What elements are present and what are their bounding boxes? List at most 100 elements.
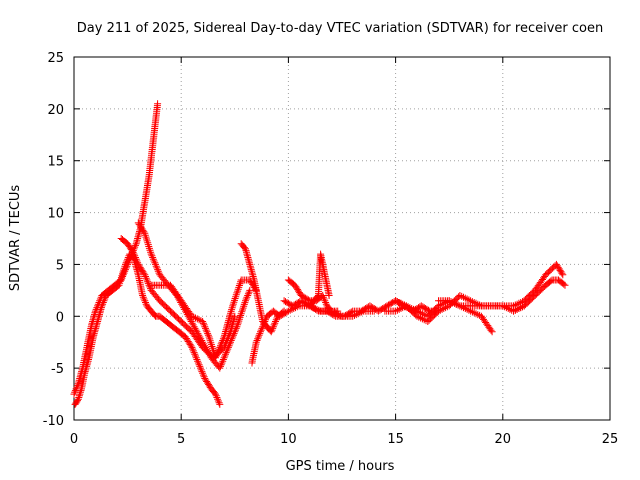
data-point: [212, 352, 220, 360]
data-point: [397, 299, 405, 307]
data-point: [228, 335, 236, 343]
data-series-2: [71, 250, 224, 408]
data-series-9: [306, 250, 333, 310]
data-series-13: [435, 260, 567, 310]
data-point: [258, 324, 266, 332]
data-point: [231, 328, 239, 336]
data-point: [257, 326, 265, 334]
data-point: [239, 304, 247, 312]
data-point: [214, 397, 222, 405]
data-point: [292, 300, 299, 308]
data-point: [234, 287, 242, 295]
data-point: [460, 293, 467, 301]
data-point: [217, 340, 225, 348]
data-point: [185, 339, 193, 347]
data-point: [395, 305, 403, 313]
data-point: [313, 293, 321, 301]
data-point: [465, 296, 473, 304]
data-point: [310, 305, 318, 312]
data-point: [130, 250, 138, 258]
data-point: [144, 279, 152, 287]
data-point: [254, 335, 262, 343]
data-point: [423, 305, 431, 313]
data-point: [75, 394, 83, 401]
data-point: [410, 305, 417, 313]
data-point: [199, 319, 207, 327]
data-point: [150, 257, 158, 265]
data-point: [193, 356, 201, 363]
data-point: [136, 263, 144, 271]
data-point: [144, 278, 152, 286]
data-point: [154, 266, 162, 274]
data-point: [229, 333, 237, 341]
data-point: [561, 281, 569, 289]
data-point: [142, 299, 149, 306]
data-point: [219, 335, 227, 343]
data-point: [132, 241, 139, 249]
data-point: [197, 364, 204, 372]
data-series-11: [381, 292, 528, 325]
data-series-14: [510, 276, 569, 315]
data-point: [387, 299, 395, 307]
data-point: [382, 303, 390, 311]
data-point: [272, 318, 279, 325]
data-point: [201, 323, 209, 331]
plot-area-border: [73, 56, 611, 421]
data-point: [404, 303, 412, 311]
data-point: [269, 324, 277, 332]
data-point: [212, 390, 219, 398]
data-point: [463, 295, 471, 303]
data-point: [232, 326, 239, 334]
data-point: [235, 315, 243, 323]
data-point: [152, 262, 160, 270]
data-point: [470, 309, 478, 317]
data-point: [231, 295, 239, 302]
data-point: [449, 299, 457, 306]
data-point: [415, 308, 423, 316]
data-point: [547, 277, 555, 285]
data-point: [321, 297, 329, 305]
data-point: [257, 328, 264, 336]
data-point: [240, 300, 248, 308]
data-point: [445, 297, 453, 305]
data-point: [202, 324, 209, 332]
data-point: [284, 299, 292, 307]
chart-title: Day 211 of 2025, Sidereal Day-to-day VTE…: [77, 21, 603, 36]
data-point: [472, 310, 480, 318]
data-point: [131, 252, 139, 260]
data-point: [231, 296, 238, 304]
data-point: [325, 292, 333, 299]
data-point: [222, 350, 229, 358]
data-point: [322, 300, 330, 308]
data-point: [235, 282, 243, 289]
data-point: [282, 309, 289, 317]
data-point: [133, 257, 141, 265]
data-point: [233, 289, 241, 297]
data-point: [206, 337, 214, 345]
data-point: [140, 295, 148, 303]
data-point: [126, 244, 134, 252]
data-point: [330, 311, 338, 319]
data-point: [205, 382, 213, 390]
data-point: [377, 305, 385, 313]
x-tick-label: 10: [280, 432, 297, 447]
data-series-5: [147, 276, 260, 362]
data-point: [202, 376, 210, 384]
data-point: [261, 318, 269, 325]
data-point: [214, 395, 222, 403]
data-point: [559, 271, 567, 279]
data-point: [200, 373, 208, 381]
data-point: [154, 100, 162, 108]
data-point: [142, 300, 150, 308]
data-point: [195, 316, 203, 324]
data-point: [192, 354, 200, 362]
data-point: [230, 298, 238, 306]
data-point: [369, 304, 377, 312]
data-point: [556, 266, 564, 274]
data-point: [558, 269, 566, 277]
data-point: [225, 342, 233, 350]
data-point: [70, 390, 78, 398]
data-point: [196, 362, 204, 370]
data-point: [194, 359, 202, 367]
data-point: [189, 347, 197, 355]
